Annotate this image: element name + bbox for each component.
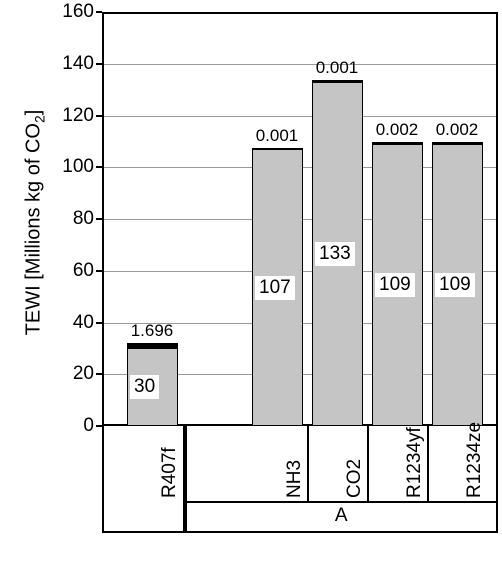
bar-value-label-NH3: 107 <box>255 276 295 300</box>
x-tick-border <box>496 426 498 531</box>
y-tick <box>96 373 102 375</box>
bar-value-label-R1234ze: 109 <box>435 273 475 297</box>
gridline <box>104 64 496 65</box>
bar-top-label-CO2: 0.001 <box>307 58 367 78</box>
y-tick-label: 40 <box>50 312 94 334</box>
y-tick-label: 120 <box>50 105 94 127</box>
bar-cap-CO2 <box>312 80 363 82</box>
x-tick-group-start <box>185 426 187 531</box>
x-label-R1234yf: R1234yf <box>404 427 426 498</box>
y-tick <box>96 63 102 65</box>
x-tick-border <box>102 426 104 531</box>
y-tick-label: 80 <box>50 208 94 230</box>
bar-cap-R1234yf <box>372 142 423 144</box>
y-tick-label: 60 <box>50 260 94 282</box>
bar-top-label-R1234yf: 0.002 <box>367 120 427 140</box>
x-group-sep-line <box>185 501 499 503</box>
x-tick-sep <box>183 426 185 531</box>
y-tick <box>96 11 102 13</box>
y-tick-label: 140 <box>50 53 94 75</box>
x-group-label: A <box>331 505 351 527</box>
y-tick <box>96 166 102 168</box>
bar-top-label-R407f: 1.696 <box>122 321 182 341</box>
y-tick-label: 100 <box>50 156 94 178</box>
x-tick-sep <box>307 426 309 501</box>
x-tick-sep <box>427 426 429 501</box>
x-label-CO2: CO2 <box>344 459 366 498</box>
gridline <box>104 116 496 117</box>
bar-cap-R407f <box>127 343 178 348</box>
y-tick <box>96 218 102 220</box>
y-axis-label: TEWI [Millions kg of CO2] <box>23 98 48 348</box>
x-tick-sep <box>367 426 369 501</box>
tewi-bar-chart: TEWI [Millions kg of CO2] 0 20 40 60 80 100 12… <box>0 0 502 581</box>
x-label-R407f: R407f <box>159 447 181 498</box>
bar-top-label-NH3: 0.001 <box>247 126 307 146</box>
bar-value-label-R407f: 30 <box>130 375 159 399</box>
y-tick-label: 20 <box>50 363 94 385</box>
x-label-R1234ze: R1234ze <box>464 422 486 498</box>
bar-cap-R1234ze <box>432 142 483 144</box>
y-tick-label: 0 <box>50 415 94 437</box>
bar-value-label-CO2: 133 <box>315 242 355 266</box>
x-axis-bottom-line <box>102 531 498 533</box>
bar-cap-NH3 <box>252 148 303 150</box>
y-tick <box>96 115 102 117</box>
bar-top-label-R1234ze: 0.002 <box>427 120 487 140</box>
y-tick <box>96 322 102 324</box>
bar-value-label-R1234yf: 109 <box>375 273 415 297</box>
x-label-NH3: NH3 <box>284 460 306 498</box>
y-tick-label: 160 <box>50 1 94 23</box>
y-tick <box>96 270 102 272</box>
